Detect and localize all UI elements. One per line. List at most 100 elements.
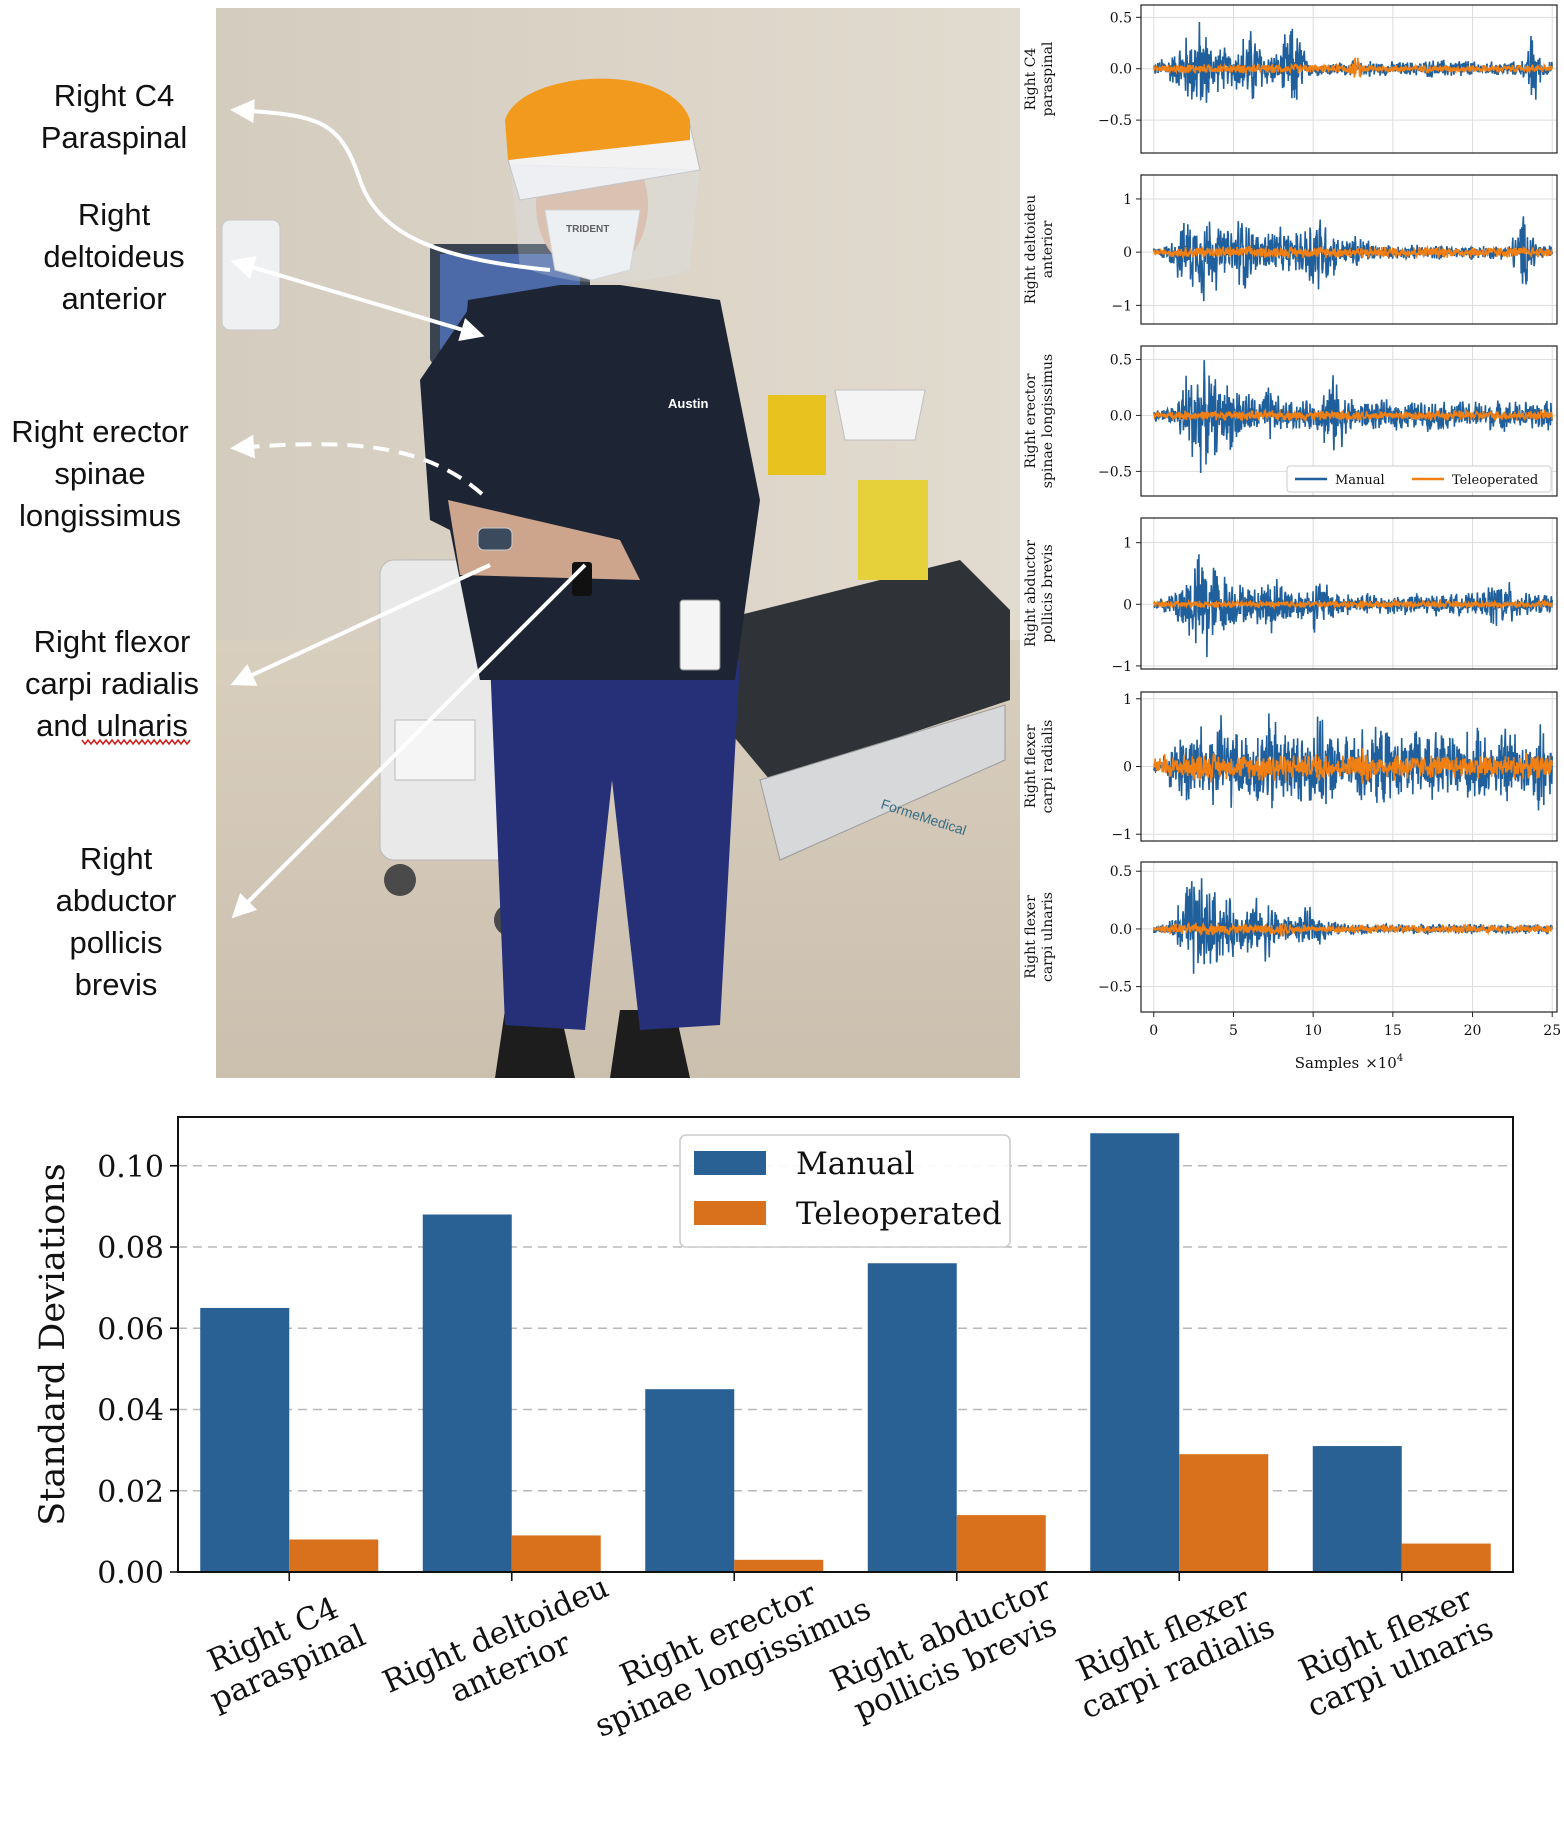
y-tick-label: 1 xyxy=(1123,692,1132,708)
id-badge-icon xyxy=(679,599,721,671)
y-tick-label: 1 xyxy=(1123,536,1132,552)
muscle-label-line: Paraspinal xyxy=(41,120,187,155)
scrub-pants xyxy=(490,660,740,1030)
muscle-label-line: abductor xyxy=(56,883,177,918)
muscle-labels: Right C4 Paraspinal Right deltoideus anterio… xyxy=(11,78,199,1002)
category-label: Right flexercarpi radialis xyxy=(1061,1576,1280,1726)
panel-frame xyxy=(1140,174,1558,325)
photo-illustration: Austin TRIDENT FormeMedical xyxy=(216,8,1020,1078)
badge-brand-text: Austin xyxy=(668,396,709,411)
x-tick-label: 5 xyxy=(1229,1023,1238,1039)
x-tick-label: 10 xyxy=(1304,1023,1322,1039)
x-tick-label: 15 xyxy=(1384,1023,1402,1039)
y-tick-label: 0.08 xyxy=(97,1231,164,1266)
y-tick-label: 0.0 xyxy=(1110,62,1132,78)
y-tick-label: −1 xyxy=(1111,827,1132,843)
muscle-label-line: Right C4 xyxy=(54,78,175,113)
bar-teleoperated xyxy=(289,1539,379,1572)
y-tick-label: −0.5 xyxy=(1098,464,1132,480)
helmet-icon xyxy=(505,78,690,160)
exam-bed-frame xyxy=(759,704,1006,861)
y-tick-label: 0.00 xyxy=(97,1556,164,1591)
left-sleeve xyxy=(420,310,470,540)
panel-ylabel: Right erector xyxy=(1023,373,1039,468)
panel-frame xyxy=(1140,345,1558,497)
face-shield-visor xyxy=(509,164,701,284)
bar-chart-frame xyxy=(177,1116,1514,1573)
mask-brand-text: TRIDENT xyxy=(566,224,609,235)
sink-icon xyxy=(834,389,926,441)
muscle-label-line: and ulnaris xyxy=(36,708,188,743)
y-tick-label: 0.04 xyxy=(97,1394,164,1429)
panel-ylabel: Right deltoideu xyxy=(1023,195,1039,305)
emg-sensor-icon xyxy=(477,527,513,551)
muscle-label-line: Right flexor xyxy=(34,624,191,659)
legend-label-teleoperated: Teleoperated xyxy=(796,1196,1002,1232)
panel-ylabel: Right C4 xyxy=(1023,48,1039,111)
legend-swatch-manual xyxy=(694,1151,766,1175)
x-axis-label-text: Samples xyxy=(1295,1054,1359,1072)
teleoperated-signal-line xyxy=(1153,244,1553,260)
face-mask-icon xyxy=(544,209,641,281)
spellcheck-squiggle xyxy=(81,738,191,746)
muscle-label-line: deltoideus xyxy=(43,239,184,274)
legend-label-manual: Manual xyxy=(1335,473,1385,488)
bar-teleoperated xyxy=(956,1515,1046,1572)
x-tick-label: 0 xyxy=(1149,1023,1158,1039)
y-tick-label: 0 xyxy=(1123,597,1132,613)
y-tick-label: −0.5 xyxy=(1098,113,1132,129)
yellow-bin-icon xyxy=(768,395,826,475)
bar-teleoperated xyxy=(1401,1543,1491,1572)
bar-manual xyxy=(422,1214,512,1572)
y-tick-label: 0.5 xyxy=(1110,864,1132,880)
category-label: Right C4paraspinal xyxy=(190,1585,371,1718)
arrow-erector-spinae xyxy=(230,434,484,496)
muscle-label-line: pollicis xyxy=(69,925,162,960)
teleoperated-signal-line xyxy=(1153,598,1553,611)
person-illustration: Austin TRIDENT xyxy=(420,78,760,1078)
bar-teleoperated xyxy=(511,1535,601,1572)
manual-signal-line xyxy=(1153,216,1553,302)
muscle-label-line: spinae xyxy=(54,456,145,491)
panel-ylabel: carpi radialis xyxy=(1040,720,1056,814)
category-label: Right flexercarpi ulnaris xyxy=(1287,1578,1498,1725)
panel-frame xyxy=(1140,517,1558,670)
teleoperated-signal-line xyxy=(1153,57,1553,78)
yellow-bin-icon xyxy=(858,480,928,580)
teleoperated-signal-line xyxy=(1153,748,1553,784)
y-tick-label: 0.02 xyxy=(97,1475,164,1510)
bar-manual xyxy=(867,1263,957,1572)
bar-teleoperated xyxy=(734,1559,824,1572)
arm xyxy=(448,500,640,580)
panel-frame xyxy=(1140,4,1558,154)
std-deviation-bar-chart: 0.00 0.02 0.04 0.06 0.08 0.10 Standard Deviati… xyxy=(33,1116,1514,1745)
teleoperated-signal-line xyxy=(1153,407,1553,424)
arrow-abductor-pollicis xyxy=(231,563,587,919)
category-label: Right erectorspinae longissimus xyxy=(575,1558,876,1745)
bar-manual xyxy=(1312,1446,1402,1572)
panel-ylabel: Right flexer xyxy=(1023,895,1039,979)
x-axis-label-exp: 4 xyxy=(1397,1053,1403,1064)
muscle-label-line: longissimus xyxy=(19,498,181,533)
bar-manual xyxy=(645,1389,735,1572)
bar-manual xyxy=(200,1307,290,1572)
muscle-label-line: anterior xyxy=(61,281,166,316)
legend-label-teleoperated: Teleoperated xyxy=(1452,473,1538,488)
bar-manual xyxy=(1090,1133,1180,1572)
scrub-top xyxy=(448,285,760,680)
legend-swatch-teleoperated xyxy=(694,1201,766,1225)
y-tick-label: 1 xyxy=(1123,192,1132,208)
panel-frame xyxy=(1140,861,1558,1013)
x-axis-label: Samples ×104 xyxy=(1295,1053,1403,1072)
x-tick-label: 25 xyxy=(1543,1023,1561,1039)
panel-ylabel: pollicis brevis xyxy=(1040,544,1056,642)
manual-signal-line xyxy=(1153,360,1553,474)
muscle-label-line: Right erector xyxy=(11,414,188,449)
legend-label-manual: Manual xyxy=(796,1146,915,1182)
muscle-label-line: brevis xyxy=(75,967,158,1002)
y-tick-label: 0.0 xyxy=(1110,408,1132,424)
y-tick-label: −0.5 xyxy=(1098,980,1132,996)
bar-y-axis-label: Standard Deviations xyxy=(33,1163,73,1525)
